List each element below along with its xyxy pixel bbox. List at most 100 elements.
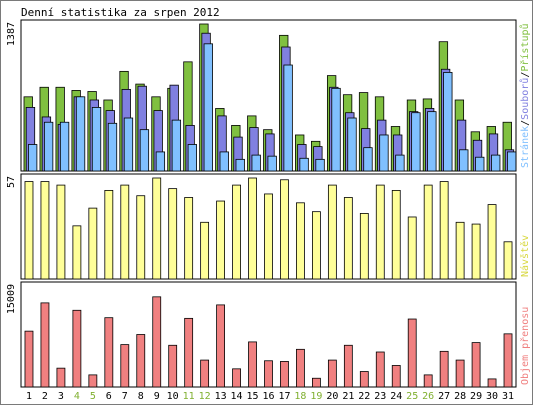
x-tick-label: 5 — [90, 391, 96, 402]
bar-visits-n-v-t-v-day-7 — [120, 184, 130, 280]
side-legend-part: Souborů — [519, 78, 531, 120]
bar-traffic-str-nek-day-3 — [59, 121, 70, 172]
side-legend-part: Objem přenosu — [519, 307, 531, 385]
bar-volume-objem-p-enosu-day-26 — [423, 374, 433, 388]
bar-visits-n-v-t-v-day-31 — [503, 241, 513, 280]
y-max-label: 57 — [6, 176, 17, 188]
bar-traffic-str-nek-day-31 — [507, 151, 517, 172]
x-tick-label: 10 — [167, 391, 179, 402]
x-tick-label: 4 — [74, 391, 80, 402]
bar-volume-objem-p-enosu-day-22 — [359, 371, 369, 388]
side-legend-part: Stránek — [519, 126, 531, 168]
bar-volume-objem-p-enosu-day-30 — [487, 378, 497, 388]
bar-volume-objem-p-enosu-day-2 — [40, 302, 50, 388]
bar-visits-n-v-t-v-day-15 — [248, 177, 257, 280]
x-tick-label: 27 — [438, 391, 450, 402]
bar-visits-n-v-t-v-day-1 — [24, 181, 34, 280]
bar-visits-n-v-t-v-day-8 — [136, 195, 146, 280]
bar-visits-n-v-t-v-day-28 — [455, 221, 465, 280]
bar-traffic-str-nek-day-19 — [315, 158, 325, 172]
bar-volume-objem-p-enosu-day-11 — [184, 317, 194, 388]
x-tick-label: 30 — [486, 391, 498, 402]
chart-panels: 1387Stránek/Souborů/Přístupů57Návštěv150… — [6, 19, 531, 388]
bar-volume-objem-p-enosu-day-6 — [104, 317, 114, 388]
bar-traffic-str-nek-day-2 — [43, 121, 54, 172]
x-tick-label: 14 — [231, 391, 243, 402]
bar-visits-n-v-t-v-day-22 — [359, 213, 369, 280]
bar-volume-objem-p-enosu-day-13 — [216, 304, 226, 388]
bar-volume-objem-p-enosu-day-16 — [264, 360, 273, 388]
bar-traffic-str-nek-day-29 — [475, 156, 485, 172]
bar-traffic-str-nek-day-8 — [139, 129, 150, 172]
bar-traffic-str-nek-day-7 — [123, 117, 134, 172]
bar-volume-objem-p-enosu-day-28 — [455, 359, 465, 388]
bar-visits-n-v-t-v-day-3 — [56, 184, 66, 280]
x-tick-label: 7 — [122, 391, 128, 402]
bar-traffic-str-nek-day-25 — [411, 112, 421, 172]
side-legend: Objem přenosu — [519, 307, 531, 385]
bar-volume-objem-p-enosu-day-27 — [439, 350, 449, 388]
x-tick-label: 17 — [278, 391, 290, 402]
bar-traffic-str-nek-day-5 — [91, 107, 102, 172]
chart-title: Denní statistika za srpen 2012 — [21, 6, 220, 19]
x-tick-label: 20 — [326, 391, 338, 402]
bar-volume-objem-p-enosu-day-20 — [327, 359, 337, 388]
x-tick-label: 13 — [215, 391, 227, 402]
bar-visits-n-v-t-v-day-13 — [216, 200, 226, 280]
x-tick-label: 8 — [138, 391, 144, 402]
x-tick-label: 3 — [58, 391, 64, 402]
bar-traffic-str-nek-day-26 — [427, 111, 437, 172]
bar-traffic-str-nek-day-12 — [203, 43, 213, 172]
x-tick-label: 1 — [26, 391, 32, 402]
bar-visits-n-v-t-v-day-14 — [232, 184, 241, 280]
bar-visits-n-v-t-v-day-24 — [391, 189, 401, 280]
bar-visits-n-v-t-v-day-12 — [200, 221, 210, 280]
x-tick-label: 28 — [454, 391, 466, 402]
bar-visits-n-v-t-v-day-6 — [104, 189, 114, 280]
bar-visits-n-v-t-v-day-11 — [184, 197, 194, 280]
y-max-label: 1387 — [6, 22, 17, 46]
bar-visits-n-v-t-v-day-21 — [343, 197, 353, 280]
x-tick-label: 29 — [470, 391, 482, 402]
bar-traffic-str-nek-day-13 — [219, 151, 229, 172]
bar-volume-objem-p-enosu-day-14 — [232, 368, 241, 388]
bar-volume-objem-p-enosu-day-17 — [280, 361, 289, 388]
bar-visits-n-v-t-v-day-10 — [168, 188, 178, 280]
bar-traffic-str-nek-day-30 — [491, 154, 501, 172]
bar-volume-objem-p-enosu-day-23 — [375, 351, 385, 388]
bar-volume-objem-p-enosu-day-8 — [136, 334, 146, 388]
bar-volume-objem-p-enosu-day-24 — [391, 365, 401, 388]
bar-traffic-str-nek-day-21 — [347, 117, 357, 172]
bar-visits-n-v-t-v-day-20 — [327, 184, 337, 280]
x-tick-label: 21 — [342, 391, 354, 402]
bar-visits-n-v-t-v-day-19 — [311, 211, 321, 280]
x-tick-label: 26 — [422, 391, 434, 402]
bar-traffic-str-nek-day-15 — [251, 154, 261, 172]
bar-volume-objem-p-enosu-day-12 — [200, 359, 210, 388]
bar-visits-n-v-t-v-day-17 — [280, 179, 289, 280]
bar-traffic-str-nek-day-24 — [395, 154, 405, 172]
bar-traffic-str-nek-day-6 — [107, 122, 118, 172]
bar-volume-objem-p-enosu-day-9 — [152, 296, 162, 388]
bar-traffic-str-nek-day-22 — [363, 147, 373, 172]
bar-traffic-str-nek-day-1 — [27, 144, 38, 172]
x-tick-label: 19 — [310, 391, 322, 402]
x-tick-label: 15 — [247, 391, 259, 402]
bar-traffic-str-nek-day-9 — [155, 151, 166, 172]
bar-visits-n-v-t-v-day-5 — [88, 207, 98, 280]
bar-visits-n-v-t-v-day-26 — [423, 184, 433, 280]
bar-visits-n-v-t-v-day-16 — [264, 193, 273, 280]
panel-visits: 57 Návštěv — [6, 173, 531, 280]
bar-volume-objem-p-enosu-day-31 — [503, 333, 513, 388]
bar-volume-objem-p-enosu-day-19 — [311, 377, 321, 388]
x-tick-label: 31 — [502, 391, 514, 402]
x-axis-day-labels: 1 2 3 4 5 6 7 8 9 10 11 12 13 14 15 16 17 18 19 20 21 22 23 24 2… — [26, 391, 514, 402]
bar-visits-n-v-t-v-day-23 — [375, 184, 385, 280]
y-max-label: 15009 — [6, 284, 17, 314]
x-tick-label: 24 — [390, 391, 402, 402]
panel-volume: 15009 Objem přenosu — [6, 281, 531, 388]
bar-traffic-str-nek-day-11 — [187, 144, 197, 172]
side-legend: Návštěv — [519, 235, 531, 277]
